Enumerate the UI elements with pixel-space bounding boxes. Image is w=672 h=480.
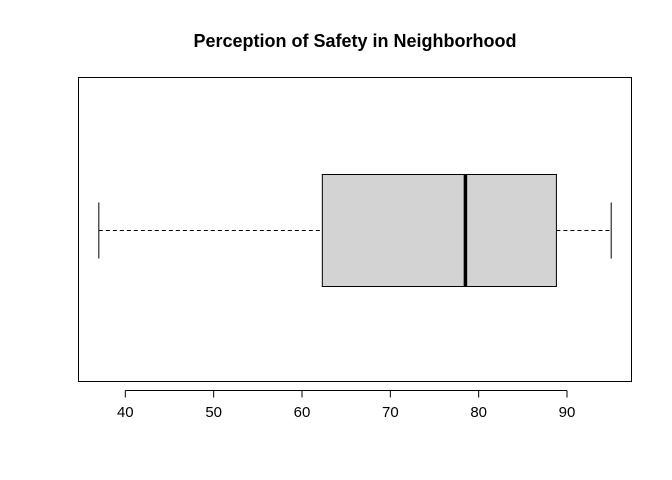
x-tick-label: 40 xyxy=(117,404,134,421)
x-tick-label: 60 xyxy=(294,404,311,421)
x-tick-label: 90 xyxy=(559,404,576,421)
x-tick-label: 80 xyxy=(470,404,487,421)
chart-title: Perception of Safety in Neighborhood xyxy=(193,31,516,51)
x-tick-label: 70 xyxy=(382,404,399,421)
x-tick-label: 50 xyxy=(205,404,222,421)
plot-frame xyxy=(78,77,632,382)
iqr-box xyxy=(321,174,557,287)
x-axis: 40 50 60 70 80 90 xyxy=(117,390,576,421)
box-plot xyxy=(98,174,612,287)
